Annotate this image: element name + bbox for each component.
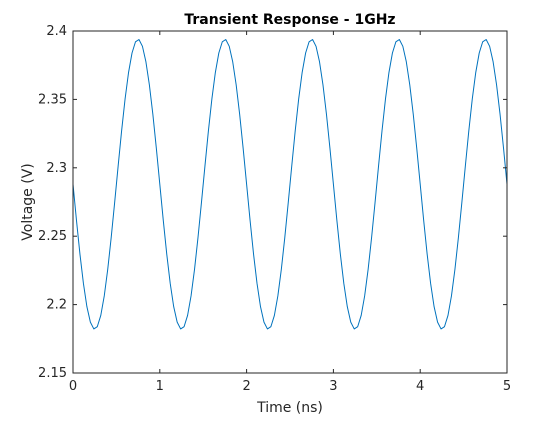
axes-box xyxy=(72,30,508,374)
plot-area xyxy=(72,30,508,374)
x-tick-label: 3 xyxy=(329,379,337,394)
axes-background xyxy=(73,31,507,373)
x-tick-label: 0 xyxy=(69,379,77,394)
x-tick-label: 4 xyxy=(416,379,424,394)
y-tick-label: 2.25 xyxy=(38,229,67,244)
x-tick-label: 1 xyxy=(156,379,164,394)
y-tick-label: 2.35 xyxy=(38,92,67,107)
chart-title: Transient Response - 1GHz xyxy=(184,12,395,28)
y-axis-ticks: 2.15 2.2 2.25 2.3 2.35 2.4 xyxy=(38,24,507,381)
series-layer xyxy=(72,38,508,330)
series-line-voltage xyxy=(72,38,508,330)
y-tick-label: 2.15 xyxy=(38,366,67,381)
x-tick-label: 5 xyxy=(503,379,511,394)
y-tick-label: 2.4 xyxy=(46,24,67,39)
y-tick-label: 2.3 xyxy=(46,161,67,176)
x-axis-ticks: 0 1 2 3 4 5 xyxy=(69,31,511,394)
y-tick-label: 2.2 xyxy=(46,298,67,313)
x-axis-label: Time (ns) xyxy=(256,400,323,416)
x-tick-label: 2 xyxy=(242,379,250,394)
y-axis-label: Voltage (V) xyxy=(20,163,36,240)
